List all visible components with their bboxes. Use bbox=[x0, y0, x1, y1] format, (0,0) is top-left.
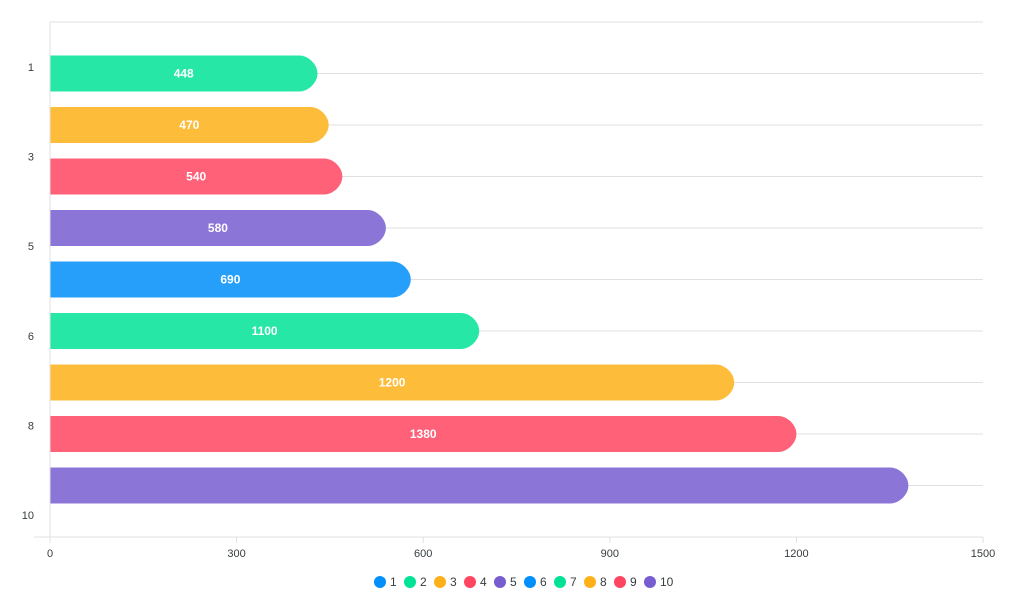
legend-label: 7 bbox=[570, 575, 577, 589]
legend-marker bbox=[524, 576, 536, 588]
bar[interactable] bbox=[50, 107, 329, 143]
legend-label: 4 bbox=[480, 575, 487, 589]
legend-label: 2 bbox=[420, 575, 427, 589]
legend-marker bbox=[584, 576, 596, 588]
legend-item[interactable]: 7 bbox=[554, 575, 577, 589]
y-tick-label: 1 bbox=[28, 62, 34, 74]
legend-label: 10 bbox=[660, 575, 674, 589]
legend-marker bbox=[644, 576, 656, 588]
bar[interactable] bbox=[50, 158, 343, 195]
bar[interactable] bbox=[50, 210, 386, 246]
y-tick-label: 8 bbox=[28, 420, 34, 432]
legend-label: 5 bbox=[510, 575, 517, 589]
legend-label: 8 bbox=[600, 575, 607, 589]
data-label: 540 bbox=[186, 170, 206, 184]
legend-item[interactable]: 4 bbox=[464, 575, 487, 589]
legend-marker bbox=[464, 576, 476, 588]
legend-item[interactable]: 3 bbox=[434, 575, 457, 589]
x-tick-label: 300 bbox=[227, 548, 245, 560]
data-label: 1380 bbox=[410, 427, 437, 441]
legend: 1 2 3 4 5 6 7 8 9 10 bbox=[374, 575, 674, 589]
legend-label: 9 bbox=[630, 575, 637, 589]
data-label: 1100 bbox=[252, 324, 278, 338]
legend-label: 3 bbox=[450, 575, 457, 589]
legend-item[interactable]: 5 bbox=[494, 575, 517, 589]
y-tick-label: 3 bbox=[28, 152, 34, 164]
bars bbox=[50, 55, 909, 504]
legend-item[interactable]: 10 bbox=[644, 575, 674, 589]
bar[interactable] bbox=[50, 261, 411, 298]
data-label: 470 bbox=[179, 118, 199, 132]
data-label: 448 bbox=[174, 67, 194, 81]
data-label: 1200 bbox=[379, 376, 406, 390]
y-tick-label: 10 bbox=[22, 510, 34, 522]
legend-marker bbox=[404, 576, 416, 588]
legend-item[interactable]: 6 bbox=[524, 575, 547, 589]
legend-item[interactable]: 9 bbox=[614, 575, 637, 589]
bar[interactable] bbox=[50, 55, 318, 92]
legend-label: 6 bbox=[540, 575, 547, 589]
axes: 0 300 600 900 1200 1500 1 3 5 6 8 10 bbox=[22, 22, 995, 560]
x-tick-label: 1500 bbox=[971, 548, 995, 560]
bar[interactable] bbox=[50, 416, 797, 452]
bar[interactable] bbox=[50, 313, 480, 349]
legend-marker bbox=[434, 576, 446, 588]
legend-marker bbox=[494, 576, 506, 588]
data-label: 580 bbox=[208, 221, 228, 235]
legend-label: 1 bbox=[390, 575, 397, 589]
legend-item[interactable]: 8 bbox=[584, 575, 607, 589]
x-tick-label: 600 bbox=[414, 548, 432, 560]
x-tick-label: 1200 bbox=[784, 548, 808, 560]
bar[interactable] bbox=[50, 364, 735, 401]
x-tick-label: 900 bbox=[601, 548, 619, 560]
data-labels: 448 470 540 580 690 1100 1200 1380 bbox=[174, 67, 437, 442]
y-tick-label: 5 bbox=[28, 241, 34, 253]
legend-item[interactable]: 1 bbox=[374, 575, 397, 589]
legend-marker bbox=[374, 576, 386, 588]
legend-marker bbox=[614, 576, 626, 588]
legend-item[interactable]: 2 bbox=[404, 575, 427, 589]
y-tick-label: 6 bbox=[28, 331, 34, 343]
data-label: 690 bbox=[220, 273, 240, 287]
x-tick-label: 0 bbox=[47, 548, 53, 560]
legend-marker bbox=[554, 576, 566, 588]
grid-lines bbox=[50, 21, 983, 486]
bar[interactable] bbox=[50, 467, 909, 504]
